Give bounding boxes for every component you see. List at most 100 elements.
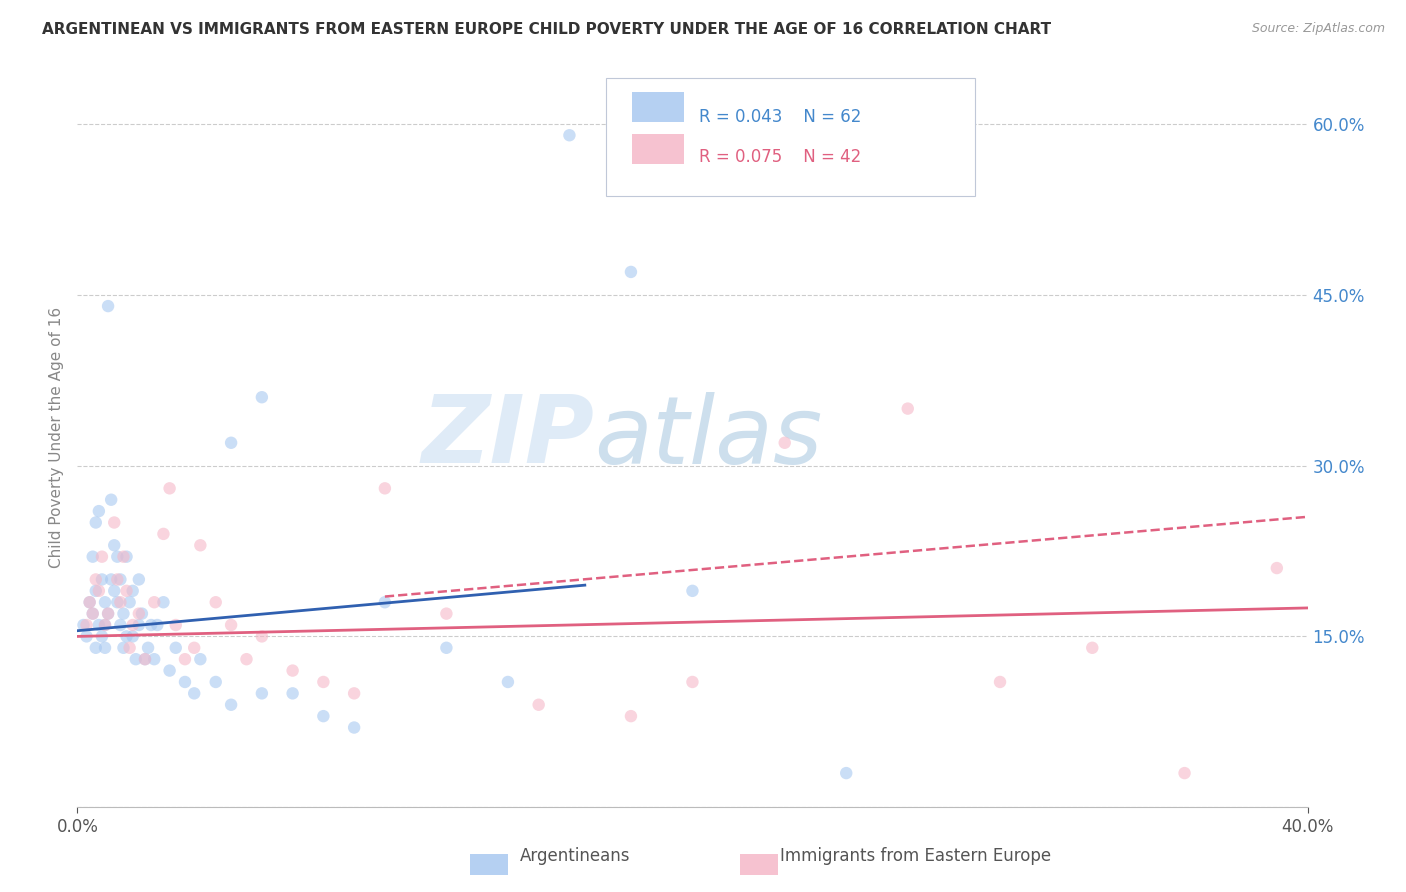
- Point: [131, 607, 153, 621]
- Point: [374, 481, 396, 495]
- Point: [82, 549, 104, 564]
- Point: [94, 618, 117, 632]
- Point: [84, 583, 107, 598]
- Point: [773, 435, 796, 450]
- Point: [219, 698, 242, 712]
- Point: [897, 401, 920, 416]
- Point: [121, 629, 143, 643]
- Point: [84, 640, 107, 655]
- Point: [82, 607, 104, 621]
- Text: Source: ZipAtlas.com: Source: ZipAtlas.com: [1251, 22, 1385, 36]
- Point: [128, 573, 150, 587]
- Point: [620, 265, 643, 279]
- Point: [527, 698, 550, 712]
- FancyBboxPatch shape: [606, 78, 976, 196]
- Point: [112, 607, 135, 621]
- Point: [312, 709, 335, 723]
- Point: [84, 573, 107, 587]
- Point: [682, 583, 704, 598]
- Point: [82, 607, 104, 621]
- Point: [105, 573, 128, 587]
- Point: [97, 299, 120, 313]
- Point: [988, 675, 1011, 690]
- Point: [204, 595, 226, 609]
- Point: [97, 607, 120, 621]
- FancyBboxPatch shape: [633, 92, 683, 121]
- Point: [94, 618, 117, 632]
- Point: [94, 595, 117, 609]
- Point: [281, 664, 304, 678]
- Text: atlas: atlas: [595, 392, 823, 483]
- Point: [1174, 766, 1197, 780]
- Point: [125, 652, 148, 666]
- Point: [188, 652, 212, 666]
- Point: [100, 573, 122, 587]
- Point: [159, 481, 181, 495]
- Point: [250, 629, 273, 643]
- Point: [110, 595, 132, 609]
- Point: [105, 595, 128, 609]
- Point: [183, 686, 205, 700]
- Point: [835, 766, 858, 780]
- Text: ZIP: ZIP: [422, 391, 595, 483]
- Point: [374, 595, 396, 609]
- Point: [118, 595, 141, 609]
- Point: [343, 721, 366, 735]
- Text: Immigrants from Eastern Europe: Immigrants from Eastern Europe: [780, 847, 1052, 865]
- Point: [110, 573, 132, 587]
- Point: [103, 538, 125, 552]
- Point: [219, 618, 242, 632]
- Text: ARGENTINEAN VS IMMIGRANTS FROM EASTERN EUROPE CHILD POVERTY UNDER THE AGE OF 16 : ARGENTINEAN VS IMMIGRANTS FROM EASTERN E…: [42, 22, 1052, 37]
- Point: [141, 618, 163, 632]
- Point: [250, 390, 273, 404]
- Point: [188, 538, 212, 552]
- Point: [87, 618, 110, 632]
- Point: [118, 640, 141, 655]
- Point: [87, 504, 110, 518]
- Point: [235, 652, 257, 666]
- Point: [115, 549, 138, 564]
- Text: R = 0.043    N = 62: R = 0.043 N = 62: [699, 108, 860, 126]
- Point: [94, 640, 117, 655]
- Y-axis label: Child Poverty Under the Age of 16: Child Poverty Under the Age of 16: [49, 307, 65, 567]
- Point: [250, 686, 273, 700]
- Point: [136, 640, 159, 655]
- Point: [159, 664, 181, 678]
- Point: [204, 675, 226, 690]
- Point: [152, 595, 174, 609]
- Point: [76, 618, 98, 632]
- Point: [682, 675, 704, 690]
- Point: [436, 640, 458, 655]
- Point: [128, 607, 150, 621]
- Point: [558, 128, 581, 143]
- Text: R = 0.075    N = 42: R = 0.075 N = 42: [699, 148, 860, 166]
- Point: [115, 629, 138, 643]
- Point: [174, 675, 197, 690]
- Point: [90, 573, 114, 587]
- Point: [87, 583, 110, 598]
- Point: [312, 675, 335, 690]
- Text: Argentineans: Argentineans: [520, 847, 631, 865]
- Point: [121, 583, 143, 598]
- Point: [165, 640, 187, 655]
- Point: [496, 675, 519, 690]
- Point: [134, 652, 156, 666]
- Point: [103, 516, 125, 530]
- Point: [84, 516, 107, 530]
- Point: [143, 595, 166, 609]
- Point: [620, 709, 643, 723]
- Point: [90, 629, 114, 643]
- Point: [76, 629, 98, 643]
- Point: [343, 686, 366, 700]
- Point: [128, 618, 150, 632]
- Point: [1081, 640, 1104, 655]
- Point: [134, 652, 156, 666]
- Point: [281, 686, 304, 700]
- Point: [103, 583, 125, 598]
- Point: [105, 549, 128, 564]
- Point: [112, 549, 135, 564]
- Point: [121, 618, 143, 632]
- Point: [115, 583, 138, 598]
- Point: [1265, 561, 1288, 575]
- Point: [152, 527, 174, 541]
